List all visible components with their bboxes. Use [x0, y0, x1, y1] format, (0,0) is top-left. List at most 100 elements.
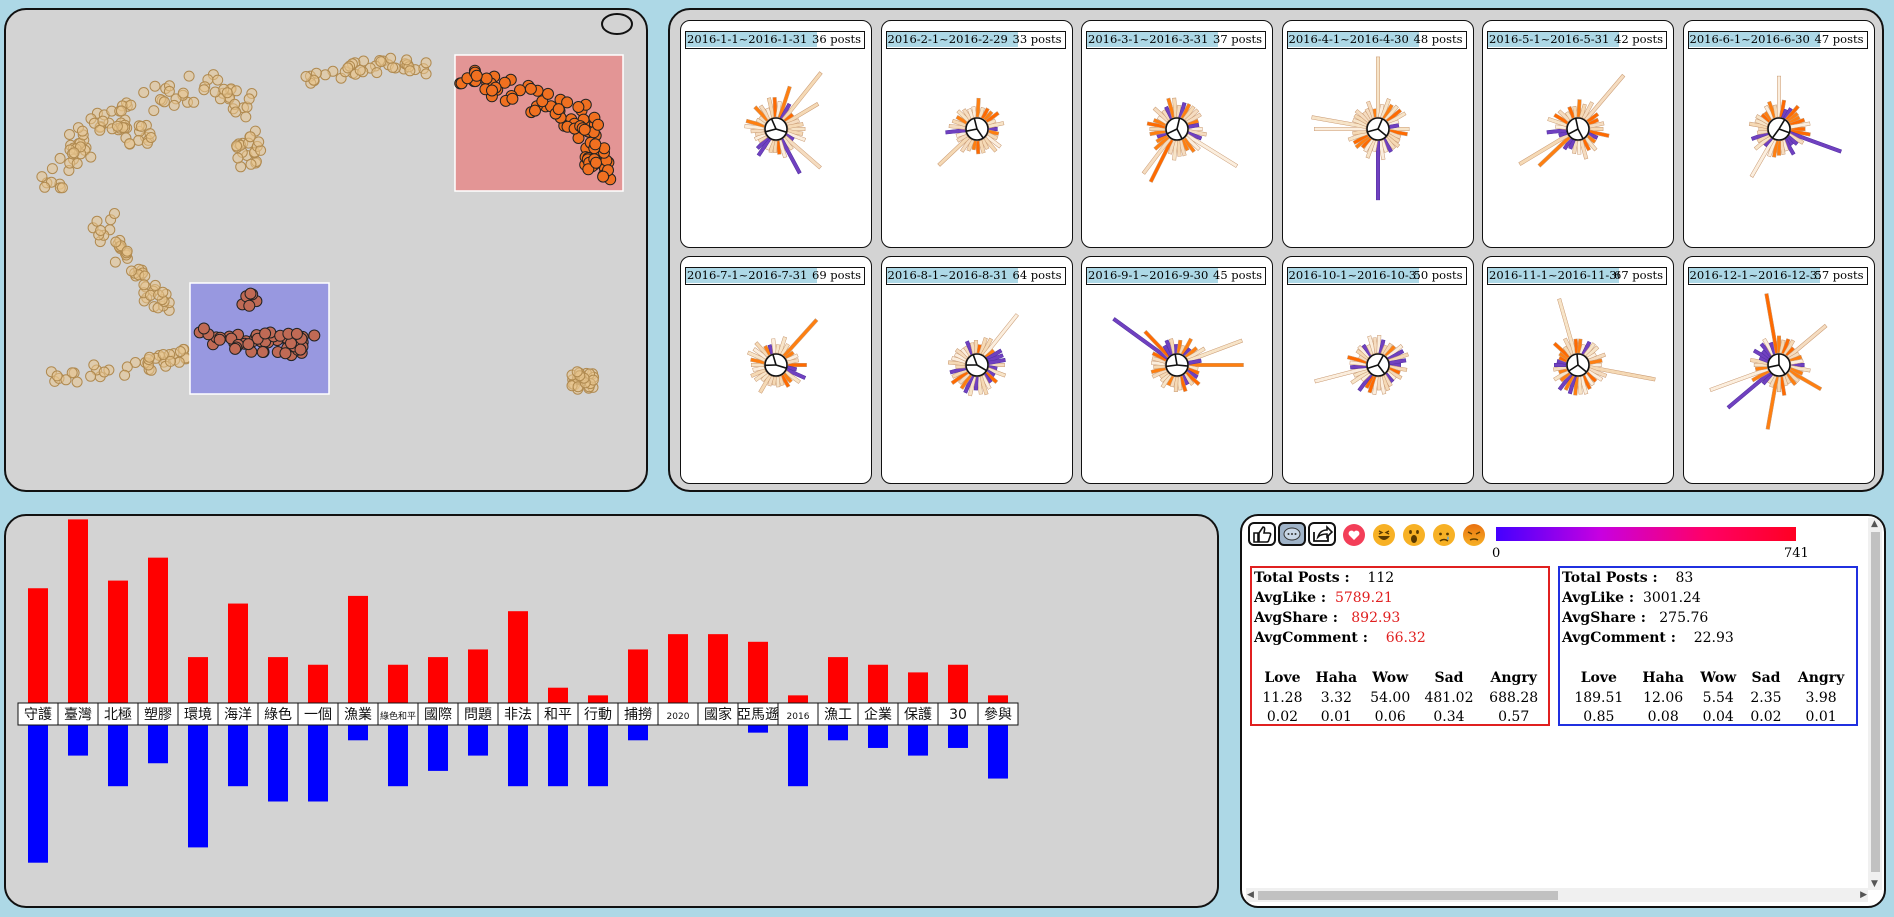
group-b-bar[interactable] — [468, 725, 488, 756]
radial-bar[interactable] — [984, 134, 1002, 149]
post-point[interactable] — [375, 56, 387, 68]
radial-bar[interactable] — [1375, 56, 1380, 118]
post-point[interactable] — [39, 181, 51, 193]
radial-bar[interactable] — [936, 135, 970, 167]
selected-point[interactable] — [529, 104, 541, 117]
group-a-bar[interactable] — [268, 657, 288, 703]
radial-bar[interactable] — [980, 337, 993, 356]
radial-bar[interactable] — [980, 107, 990, 120]
radial-bar[interactable] — [1572, 140, 1579, 155]
radial-bar[interactable] — [1763, 293, 1779, 354]
post-point[interactable] — [85, 151, 97, 163]
radial-bar[interactable] — [1589, 129, 1610, 138]
radial-bar[interactable] — [785, 367, 807, 380]
radial-bar[interactable] — [746, 350, 767, 363]
group-b-bar[interactable] — [308, 725, 328, 802]
radial-bar[interactable] — [1765, 376, 1779, 430]
radial-bar[interactable] — [1563, 337, 1575, 356]
selected-point[interactable] — [578, 123, 591, 136]
radial-bar[interactable] — [1589, 358, 1603, 365]
radial-bar[interactable] — [787, 363, 807, 367]
post-point[interactable] — [109, 256, 121, 268]
post-point[interactable] — [36, 171, 48, 183]
radial-bar[interactable] — [785, 102, 820, 125]
group-a-bar[interactable] — [68, 519, 88, 703]
group-b-bar[interactable] — [428, 725, 448, 771]
group-a-bar[interactable] — [108, 580, 128, 703]
radial-bar[interactable] — [1153, 135, 1170, 151]
radial-bar[interactable] — [950, 370, 969, 385]
selected-point[interactable] — [470, 69, 483, 82]
group-a-bar[interactable] — [828, 657, 848, 703]
month-card[interactable]: 2016-8-1~2016-8-31 64 posts — [880, 256, 1073, 484]
radial-bar[interactable] — [1786, 323, 1827, 359]
group-a-bar[interactable] — [748, 641, 768, 703]
radial-bar[interactable] — [1377, 140, 1385, 161]
group-b-bar[interactable] — [748, 725, 768, 733]
month-card[interactable]: 2016-5-1~2016-5-31 42 posts — [1482, 20, 1674, 248]
post-point[interactable] — [125, 99, 137, 111]
radial-bar[interactable] — [1552, 341, 1571, 359]
group-a-bar[interactable] — [588, 695, 608, 703]
radial-bar[interactable] — [1562, 137, 1574, 151]
group-b-bar[interactable] — [788, 725, 808, 787]
month-card[interactable]: 2016-9-1~2016-9-30 45 posts — [1081, 256, 1273, 484]
group-a-bar[interactable] — [388, 664, 408, 703]
group-b-bar[interactable] — [988, 725, 1008, 779]
radial-bar[interactable] — [758, 374, 772, 394]
post-scatter-plot[interactable] — [6, 10, 648, 492]
group-b-bar[interactable] — [228, 725, 248, 787]
post-point[interactable] — [244, 131, 256, 143]
group-b-bar[interactable] — [868, 725, 888, 748]
radial-bar[interactable] — [1547, 117, 1568, 128]
post-point[interactable] — [243, 93, 255, 105]
wow-reaction[interactable] — [1402, 523, 1426, 547]
post-point[interactable] — [230, 106, 242, 118]
post-point[interactable] — [371, 67, 383, 79]
radial-bar[interactable] — [783, 135, 822, 170]
radial-bar[interactable] — [1789, 358, 1804, 365]
group-a-bar[interactable] — [28, 588, 48, 703]
post-point[interactable] — [91, 215, 103, 227]
selected-point[interactable] — [589, 138, 602, 151]
post-point[interactable] — [183, 70, 195, 82]
radial-bar[interactable] — [987, 121, 1004, 129]
share-button[interactable] — [1308, 522, 1336, 546]
group-b-bar[interactable] — [628, 725, 648, 741]
selected-point[interactable] — [290, 327, 303, 340]
selected-point[interactable] — [197, 322, 210, 335]
post-point[interactable] — [385, 52, 397, 64]
haha-reaction[interactable] — [1372, 523, 1396, 547]
radial-bar[interactable] — [745, 118, 766, 128]
group-a-bar[interactable] — [708, 634, 728, 703]
selected-point[interactable] — [259, 327, 272, 340]
radial-bar[interactable] — [1776, 75, 1781, 118]
post-point[interactable] — [111, 120, 123, 132]
radial-bar[interactable] — [784, 370, 801, 384]
radial-glyph[interactable] — [1684, 287, 1875, 483]
radial-bar[interactable] — [1388, 123, 1399, 129]
radial-bar[interactable] — [1185, 133, 1239, 168]
radial-bar[interactable] — [782, 318, 819, 358]
selected-point[interactable] — [592, 118, 604, 131]
group-b-bar[interactable] — [908, 725, 928, 756]
radial-bar[interactable] — [787, 122, 804, 129]
radial-bar[interactable] — [1576, 99, 1582, 118]
selected-point[interactable] — [243, 299, 256, 312]
radial-bar[interactable] — [1143, 330, 1171, 358]
post-point[interactable] — [404, 65, 416, 77]
post-point[interactable] — [97, 115, 109, 127]
radial-bar[interactable] — [1708, 367, 1769, 392]
radial-bar[interactable] — [975, 140, 980, 155]
radial-bar[interactable] — [1557, 109, 1571, 123]
radial-bar[interactable] — [1567, 106, 1576, 119]
radial-bar[interactable] — [753, 370, 768, 382]
radial-bar[interactable] — [1749, 138, 1775, 178]
radial-bar[interactable] — [1584, 73, 1626, 122]
month-card[interactable]: 2016-1-1~2016-1-31 36 posts — [680, 20, 872, 248]
post-point[interactable] — [319, 69, 331, 81]
group-b-bar[interactable] — [388, 725, 408, 787]
radial-bar[interactable] — [951, 118, 966, 128]
post-point[interactable] — [126, 265, 137, 277]
month-card[interactable]: 2016-2-1~2016-2-29 33 posts — [880, 20, 1073, 248]
